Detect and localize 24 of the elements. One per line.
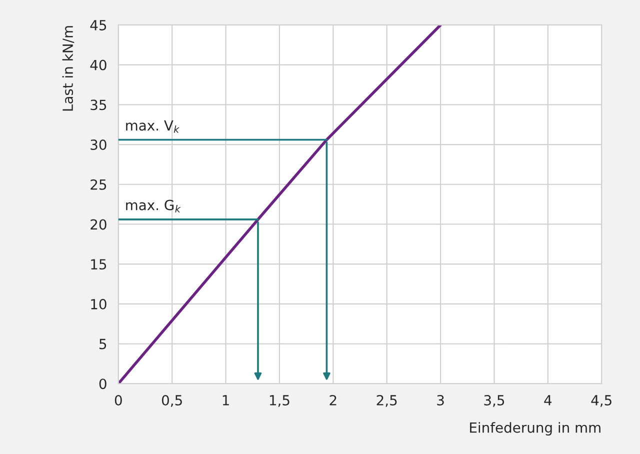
x-tick-label: 3,5 xyxy=(484,394,504,407)
annotation: max. V$_{k}$ xyxy=(126,120,180,133)
y-tick-label: 15 xyxy=(91,259,106,270)
x-tick-label: 2 xyxy=(330,394,336,406)
y-tick-label: 25 xyxy=(90,179,106,190)
x-tick-label: 2,5 xyxy=(376,394,397,407)
x-tick-label: 1 xyxy=(222,395,229,406)
x-tick-label: 1,5 xyxy=(270,395,290,407)
x-tick-label: 0,5 xyxy=(162,394,182,407)
y-tick-label: 40 xyxy=(90,60,106,70)
x-tick-label: 4 xyxy=(544,395,552,406)
y-tick-label: 35 xyxy=(90,100,106,110)
y-axis-title: Last in kN/m xyxy=(62,26,74,111)
y-tick-label: 30 xyxy=(90,139,106,150)
x-axis-title: Einfederung in mm xyxy=(470,422,600,436)
y-tick-label: 0 xyxy=(99,378,106,390)
y-tick-label: 5 xyxy=(100,338,106,350)
y-tick-label: 20 xyxy=(90,219,106,230)
annotation: max. G$_{k}$ xyxy=(126,200,181,212)
x-tick-label: 0 xyxy=(114,394,122,406)
y-tick-label: 45 xyxy=(90,20,106,30)
x-tick-label: 4,5 xyxy=(591,395,612,407)
x-tick-label: 3 xyxy=(437,394,444,406)
y-tick-label: 10 xyxy=(91,298,106,310)
